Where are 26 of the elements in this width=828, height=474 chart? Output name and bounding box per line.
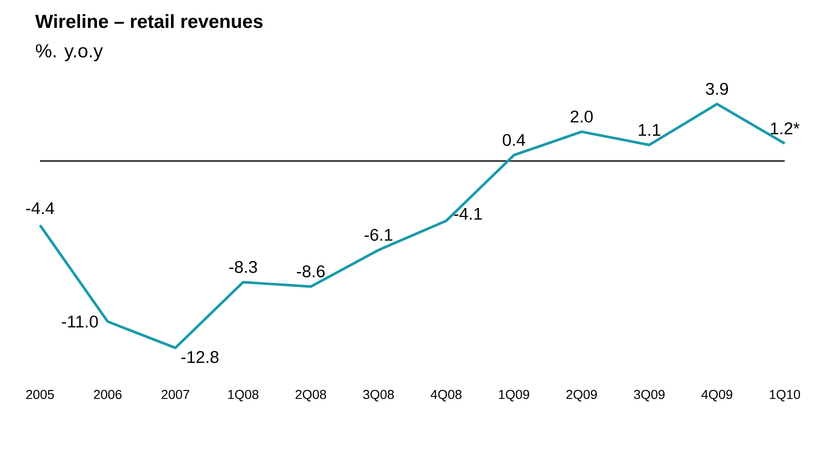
chart-title: Wireline – retail revenues: [35, 14, 263, 28]
data-label: -8.3: [229, 260, 257, 273]
x-tick-label: 2005: [26, 390, 54, 400]
x-tick-label: 2Q09: [566, 390, 597, 402]
data-label: -4.4: [26, 202, 54, 214]
x-tick-label: 2Q08: [296, 390, 326, 402]
data-label: 1.1: [638, 124, 660, 136]
data-label: 1.2*: [770, 122, 800, 134]
data-label: -12.8: [181, 351, 218, 364]
x-tick-label: 3Q09: [634, 390, 665, 402]
x-tick-label: 1Q10: [770, 390, 800, 402]
data-label: 2.0: [570, 110, 593, 123]
x-tick-label: 1Q09: [499, 390, 530, 402]
x-tick-label: 2007: [162, 390, 190, 400]
x-tick-label: 1Q08: [228, 390, 258, 402]
data-label: -11.0: [62, 316, 98, 328]
x-tick-label: 2006: [94, 390, 122, 400]
data-label: 0.4: [502, 134, 526, 146]
data-label: -6.1: [364, 228, 392, 241]
x-tick-label: 4Q09: [701, 390, 732, 402]
x-tick-label: 4Q08: [430, 390, 462, 402]
chart-subtitle: %. y.o.y: [36, 44, 103, 62]
data-label: -8.6: [296, 265, 325, 278]
data-label: 3.9: [706, 82, 728, 95]
x-tick-label: 3Q08: [363, 390, 394, 402]
data-label: -4.1: [454, 208, 482, 220]
